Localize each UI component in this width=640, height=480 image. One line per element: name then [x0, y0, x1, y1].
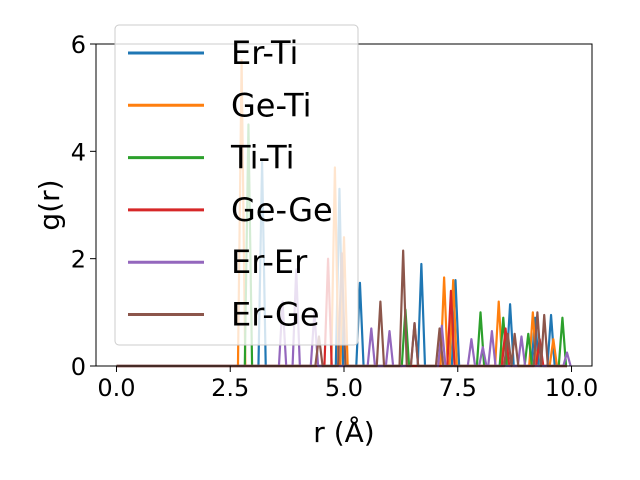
x-tick-label: 5.0	[325, 374, 363, 402]
legend-label-ge-ge: Ge-Ge	[231, 191, 333, 229]
y-tick-label: 6	[71, 31, 86, 59]
x-tick-label: 10.0	[545, 374, 598, 402]
legend-label-er-ge: Er-Ge	[231, 296, 320, 334]
y-axis-label: g(r)	[33, 179, 66, 230]
legend: Er-Ti Ge-Ti Ti-Ti Ge-Ge Er-Er Er-Ge	[114, 24, 359, 346]
x-axis-label: r (Å)	[313, 415, 374, 449]
x-tick-label: 2.5	[211, 374, 249, 402]
x-tick-label: 7.5	[439, 374, 477, 402]
legend-label-ti-ti: Ti-Ti	[230, 139, 295, 177]
y-tick-label: 2	[71, 246, 86, 274]
legend-label-er-er: Er-Er	[231, 243, 308, 281]
y-tick-label: 0	[71, 353, 86, 381]
x-tick-label: 0.0	[97, 374, 135, 402]
legend-label-er-ti: Er-Ti	[231, 34, 298, 72]
x-axis: 0.0 2.5 5.0 7.5 10.0	[97, 366, 598, 402]
y-tick-label: 4	[71, 138, 86, 166]
legend-label-ge-ti: Ge-Ti	[231, 86, 312, 124]
y-axis: 0 2 4 6	[71, 31, 96, 381]
